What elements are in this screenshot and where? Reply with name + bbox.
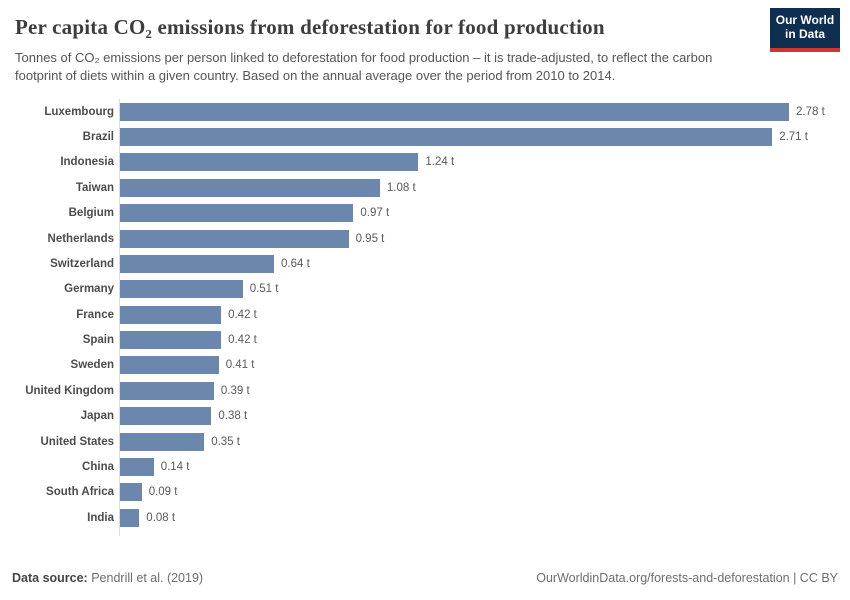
chart-subtitle: Tonnes of CO₂ emissions per person linke… [15, 50, 713, 83]
bar-row: Spain 0.42 t [0, 327, 850, 353]
bar-row: France 0.42 t [0, 302, 850, 328]
bar-row: Indonesia 1.24 t [0, 149, 850, 176]
bar-track: 1.08 t [119, 175, 850, 201]
value-label: 0.95 t [355, 232, 385, 245]
bar[interactable] [120, 356, 219, 375]
country-label: Belgium [68, 207, 114, 220]
bar-track: 0.35 t [119, 428, 850, 455]
bar-track: 0.39 t [119, 378, 850, 404]
bar[interactable] [120, 458, 154, 477]
bar-row: Netherlands 0.95 t [0, 225, 850, 252]
bar-row: Germany 0.51 t [0, 276, 850, 302]
country-label: China [82, 461, 114, 474]
bar[interactable] [120, 127, 773, 146]
footer-url[interactable]: OurWorldinData.org/forests-and-deforesta… [536, 571, 838, 585]
country-label: United States [40, 435, 115, 448]
value-label: 0.64 t [281, 257, 310, 270]
value-label: 1.24 t [425, 156, 455, 169]
bar-track: 0.95 t [119, 225, 850, 252]
bar[interactable] [120, 381, 214, 400]
bar-row: Sweden 0.41 t [0, 352, 850, 379]
value-label: 0.51 t [249, 283, 279, 296]
owid-logo-line1: Our World [775, 13, 835, 27]
datasource-label: Data source: [12, 571, 88, 585]
bar-row: Belgium 0.97 t [0, 200, 850, 226]
country-label: Sweden [70, 359, 114, 372]
bar-row: Switzerland 0.64 t [0, 251, 850, 277]
country-label: Indonesia [60, 156, 114, 169]
value-label: 0.42 t [228, 334, 257, 347]
owid-logo-line2: in Data [784, 26, 825, 41]
bar[interactable] [120, 178, 380, 197]
value-label: 2.71 t [779, 130, 808, 143]
value-label: 0.42 t [228, 308, 257, 321]
axis-line-tail [119, 530, 121, 536]
datasource-value: Pendrill et al. (2019) [87, 571, 204, 585]
bar-track: 0.14 t [119, 454, 850, 480]
bar[interactable] [120, 153, 419, 172]
bar[interactable] [120, 483, 142, 502]
bar-row: Taiwan 1.08 t [0, 175, 850, 201]
bar-track: 0.08 t [119, 505, 850, 531]
bar-track: 0.97 t [119, 200, 850, 226]
country-label: Luxembourg [44, 105, 114, 118]
bar-row: United States 0.35 t [0, 428, 850, 455]
bar[interactable] [120, 305, 222, 324]
bar-row: India 0.08 t [0, 505, 850, 531]
value-label: 0.09 t [148, 486, 178, 499]
bar-track: 0.09 t [119, 479, 850, 506]
value-label: 0.41 t [225, 359, 255, 372]
bar-track: 0.42 t [119, 327, 850, 353]
country-label: Germany [64, 283, 114, 296]
bar-track: 0.38 t [119, 403, 850, 429]
value-label: 0.08 t [146, 511, 176, 524]
value-label: 0.38 t [218, 410, 248, 423]
bar[interactable] [120, 280, 243, 299]
chart-footer: Data source: Pendrill et al. (2019) OurW… [0, 571, 850, 585]
bar-track: 1.24 t [119, 149, 850, 176]
country-label: India [87, 511, 114, 524]
value-label: 0.35 t [211, 435, 240, 448]
bar[interactable] [120, 102, 789, 121]
bar-row: United Kingdom 0.39 t [0, 378, 850, 404]
country-label: Taiwan [75, 181, 114, 194]
bar-chart: Luxembourg 2.78 t Brazil 2.71 t Indonesia 1.2… [0, 98, 850, 536]
bar-track: 0.51 t [119, 276, 850, 302]
bar-track: 0.41 t [119, 352, 850, 379]
bar-track: 2.78 t [119, 98, 850, 125]
bar-row: Luxembourg 2.78 t [0, 98, 850, 125]
bar[interactable] [120, 204, 354, 223]
bar[interactable] [120, 331, 222, 350]
bar-row: South Africa 0.09 t [0, 479, 850, 506]
value-label: 0.97 t [360, 207, 390, 220]
datasource: Data source: Pendrill et al. (2019) [12, 571, 203, 585]
country-label: France [76, 308, 114, 321]
bar-track: 0.42 t [119, 302, 850, 328]
bar-row: Japan 0.38 t [0, 403, 850, 429]
country-label: Spain [82, 334, 114, 347]
country-label: Switzerland [50, 257, 114, 270]
country-label: Netherlands [47, 232, 114, 245]
bar-track: 2.71 t [119, 124, 850, 150]
bar-rows: Luxembourg 2.78 t Brazil 2.71 t Indonesia 1.2… [0, 98, 850, 536]
page-title: Per capita CO₂ emissions from deforestat… [15, 15, 605, 39]
value-label: 0.39 t [220, 384, 250, 397]
bar[interactable] [120, 508, 140, 527]
bar[interactable] [120, 229, 349, 248]
bar-row: Brazil 2.71 t [0, 124, 850, 150]
chart-header: Per capita CO₂ emissions from deforestat… [0, 0, 850, 85]
bar[interactable] [120, 254, 274, 273]
bar[interactable] [120, 407, 212, 426]
bar[interactable] [120, 432, 205, 451]
bar-row: China 0.14 t [0, 454, 850, 480]
bar-track: 0.64 t [119, 251, 850, 277]
country-label: Brazil [82, 130, 114, 143]
country-label: Japan [80, 410, 114, 423]
country-label: United Kingdom [25, 384, 114, 397]
owid-logo: Our World in Data [770, 8, 840, 52]
value-label: 2.78 t [796, 105, 825, 118]
country-label: South Africa [46, 486, 114, 499]
value-label: 0.14 t [160, 461, 190, 474]
value-label: 1.08 t [386, 181, 416, 194]
